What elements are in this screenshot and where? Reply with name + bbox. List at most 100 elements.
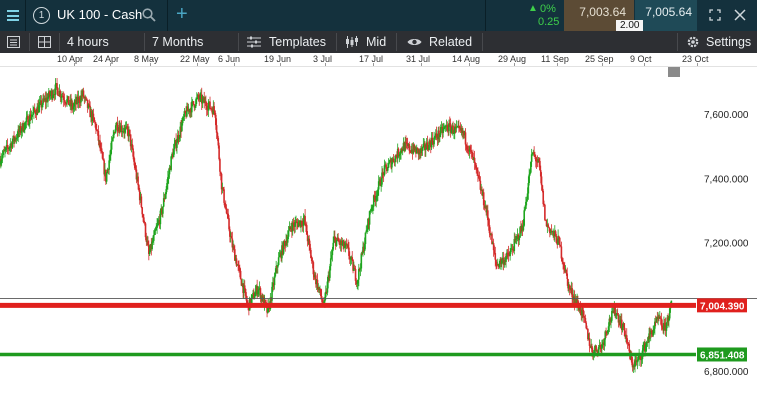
scroll-to-latest-handle[interactable] — [668, 67, 680, 77]
candle — [138, 184, 140, 192]
sell-price-button[interactable]: 7,003.64 — [564, 0, 634, 31]
candle — [370, 204, 373, 213]
candle — [92, 108, 95, 123]
candle — [214, 109, 216, 118]
candle — [654, 315, 657, 327]
interval-dropdown[interactable]: 4 hours — [60, 31, 143, 53]
candle — [494, 246, 497, 267]
candle — [67, 95, 69, 103]
candle — [547, 222, 549, 228]
candle — [170, 155, 172, 172]
candle — [501, 258, 503, 270]
candle — [327, 271, 330, 289]
settings-button[interactable]: Settings — [678, 31, 757, 53]
candle — [280, 250, 282, 262]
buy-price-button[interactable]: 7,005.64 — [635, 0, 697, 31]
candle — [258, 281, 261, 296]
candle — [12, 135, 15, 145]
candle — [123, 124, 125, 139]
candle — [363, 237, 366, 256]
candle — [474, 162, 477, 170]
candle — [22, 120, 24, 133]
candle — [119, 120, 121, 134]
candle — [387, 158, 390, 169]
candle — [16, 131, 19, 141]
date-label: 31 Jul — [406, 54, 431, 64]
horizontal-line-label: 7,004.390 — [697, 298, 747, 313]
candle — [174, 139, 177, 146]
candle — [380, 177, 382, 192]
candle — [290, 223, 292, 232]
candle — [648, 327, 650, 350]
price-axis: 7,600.000 7,400.000 7,200.000 6,800.000 — [704, 110, 749, 378]
candle — [366, 224, 368, 235]
candle — [550, 224, 553, 235]
candle — [82, 87, 85, 99]
layout-button[interactable] — [30, 31, 58, 53]
candle — [535, 157, 538, 169]
candle — [9, 143, 11, 155]
candle — [568, 281, 570, 293]
candle — [95, 121, 97, 135]
related-button[interactable]: Related — [397, 31, 481, 53]
candle — [84, 94, 86, 103]
candle — [14, 135, 17, 143]
candle — [618, 314, 621, 326]
close-icon[interactable] — [734, 9, 746, 21]
candle — [588, 332, 591, 353]
candle — [343, 239, 345, 252]
candle — [0, 155, 2, 169]
candle — [584, 314, 587, 324]
candle — [293, 220, 296, 234]
date-label: 19 Jun — [264, 54, 292, 64]
candle — [206, 102, 209, 116]
candle — [660, 312, 663, 331]
candle — [393, 161, 396, 167]
instrument-selector[interactable]: 1 UK 100 - Cash — [27, 0, 168, 31]
expand-icon[interactable] — [709, 9, 721, 21]
candle — [505, 256, 507, 268]
candle — [61, 91, 63, 103]
candle — [489, 227, 492, 240]
candle — [628, 340, 631, 356]
candle — [414, 145, 416, 153]
candle — [319, 285, 321, 296]
candle — [243, 279, 245, 299]
price-chart[interactable]: 7,004.390 6,851.408 7,600.000 7,400.000 7,2… — [0, 67, 757, 418]
search-icon[interactable] — [142, 8, 156, 22]
candle — [549, 227, 551, 238]
candle — [168, 164, 171, 179]
candle — [137, 172, 139, 190]
candle — [298, 220, 301, 226]
candle — [139, 191, 142, 203]
candle — [391, 157, 393, 173]
candle — [423, 138, 425, 151]
templates-button[interactable]: Templates — [239, 31, 335, 53]
horizontal-line-value: 7,004.390 — [700, 301, 745, 312]
candle — [633, 359, 635, 370]
candle — [196, 93, 199, 100]
candle — [434, 135, 436, 140]
candle — [100, 142, 103, 154]
related-label: Related — [429, 35, 473, 49]
candle — [566, 267, 569, 286]
range-dropdown[interactable]: 7 Months — [145, 31, 237, 53]
candle — [623, 323, 626, 337]
candle — [155, 223, 158, 231]
eye-icon — [407, 39, 422, 45]
candle — [456, 125, 459, 128]
candle — [125, 121, 128, 130]
add-instrument-button[interactable]: + — [169, 0, 195, 31]
candle — [392, 154, 395, 163]
candle — [8, 147, 10, 151]
candle — [64, 100, 67, 108]
candle — [422, 137, 425, 149]
price-change-panel: ▲ 0% 0.25 — [485, 0, 564, 31]
gear-icon — [687, 36, 699, 48]
chart-menu-button[interactable] — [0, 31, 28, 53]
candle — [158, 214, 161, 229]
candle — [86, 99, 89, 113]
price-type-dropdown[interactable]: Mid — [337, 31, 395, 53]
candle — [540, 172, 543, 191]
menu-button[interactable] — [0, 0, 26, 31]
